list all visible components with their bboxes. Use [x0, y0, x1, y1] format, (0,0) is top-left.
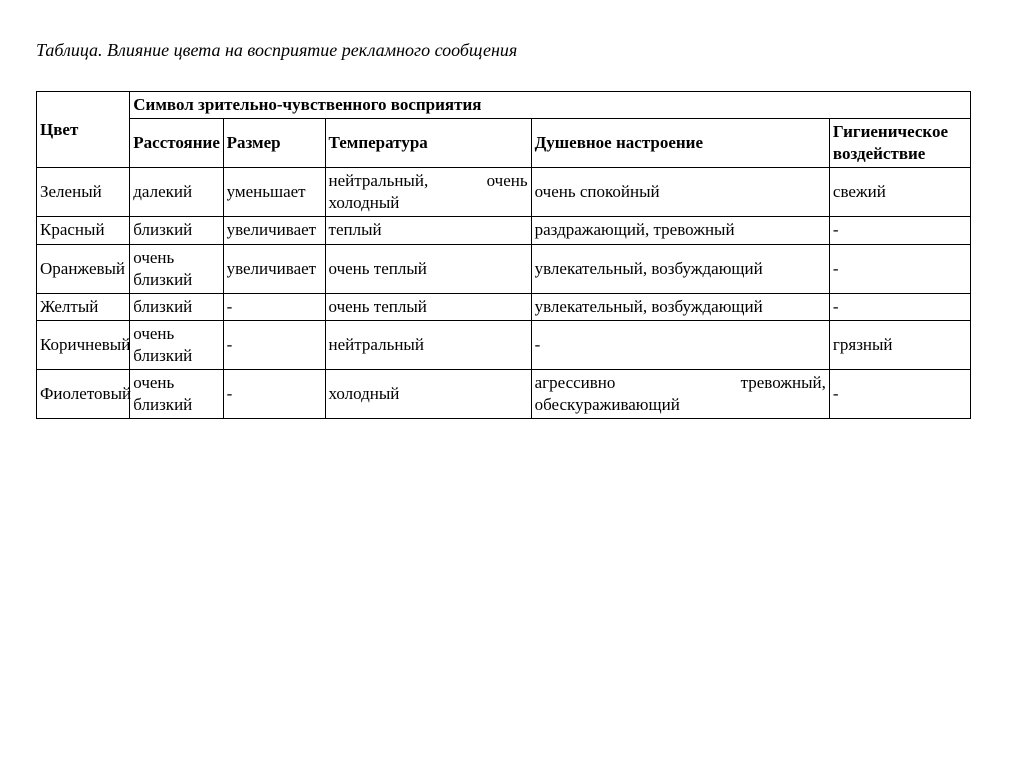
cell-hygienic: -: [829, 293, 970, 320]
cell-distance: близкий: [130, 217, 223, 244]
cell-mood: увлекательный, возбуждающий: [531, 293, 829, 320]
table-body: Зеленый далекий уменьшает нейтральный, о…: [37, 168, 971, 419]
cell-distance: очень близкий: [130, 320, 223, 369]
table-row: Красный близкий увеличивает теплый раздр…: [37, 217, 971, 244]
cell-mood: очень спокойный: [531, 168, 829, 217]
header-row-2: Расстояние Размер Температура Душевное н…: [37, 119, 971, 168]
cell-size: увеличивает: [223, 244, 325, 293]
cell-distance: близкий: [130, 293, 223, 320]
cell-distance: очень близкий: [130, 370, 223, 419]
cell-color: Красный: [37, 217, 130, 244]
cell-mood: раздражающий, тревожный: [531, 217, 829, 244]
cell-temperature: очень теплый: [325, 244, 531, 293]
subheader-distance: Расстояние: [130, 119, 223, 168]
subheader-temperature: Температура: [325, 119, 531, 168]
subheader-size: Размер: [223, 119, 325, 168]
cell-hygienic: -: [829, 244, 970, 293]
table-row: Фиолетовый очень близкий - холодный агре…: [37, 370, 971, 419]
table-row: Коричневый очень близкий - нейтральный -…: [37, 320, 971, 369]
cell-hygienic: -: [829, 370, 970, 419]
cell-distance: очень близкий: [130, 244, 223, 293]
header-rowcol: Цвет: [37, 92, 130, 168]
cell-mood: агрессивно тревожный, обескураживающий: [531, 370, 829, 419]
cell-mood: увлекательный, возбуждающий: [531, 244, 829, 293]
header-row-1: Цвет Символ зрительно-чувственного воспр…: [37, 92, 971, 119]
cell-size: -: [223, 293, 325, 320]
cell-color: Фиолетовый: [37, 370, 130, 419]
cell-color: Оранжевый: [37, 244, 130, 293]
cell-hygienic: свежий: [829, 168, 970, 217]
cell-temperature: очень теплый: [325, 293, 531, 320]
cell-mood: -: [531, 320, 829, 369]
cell-hygienic: -: [829, 217, 970, 244]
cell-color: Коричневый: [37, 320, 130, 369]
table-row: Зеленый далекий уменьшает нейтральный, о…: [37, 168, 971, 217]
table-row: Желтый близкий - очень теплый увлекатель…: [37, 293, 971, 320]
cell-size: -: [223, 370, 325, 419]
cell-temperature: нейтральный, очень холодный: [325, 168, 531, 217]
cell-size: увеличивает: [223, 217, 325, 244]
subheader-mood: Душевное настроение: [531, 119, 829, 168]
cell-temperature: нейтральный: [325, 320, 531, 369]
cell-temperature: холодный: [325, 370, 531, 419]
cell-color: Желтый: [37, 293, 130, 320]
table-caption: Таблица. Влияние цвета на восприятие рек…: [36, 40, 988, 61]
color-perception-table: Цвет Символ зрительно-чувственного воспр…: [36, 91, 971, 419]
cell-temperature: теплый: [325, 217, 531, 244]
cell-color: Зеленый: [37, 168, 130, 217]
table-row: Оранжевый очень близкий увеличивает очен…: [37, 244, 971, 293]
cell-distance: далекий: [130, 168, 223, 217]
subheader-hygienic: Гигиеническое воздействие: [829, 119, 970, 168]
cell-hygienic: грязный: [829, 320, 970, 369]
header-group: Символ зрительно-чувственного восприятия: [130, 92, 971, 119]
cell-size: -: [223, 320, 325, 369]
cell-size: уменьшает: [223, 168, 325, 217]
